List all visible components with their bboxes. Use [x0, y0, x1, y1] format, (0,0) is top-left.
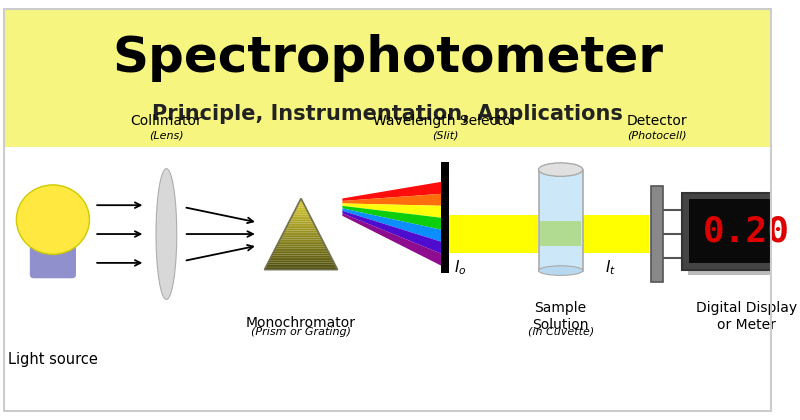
Bar — [688, 199, 800, 276]
Polygon shape — [284, 231, 318, 232]
Polygon shape — [274, 250, 329, 252]
Text: Detector: Detector — [626, 114, 687, 128]
Polygon shape — [582, 215, 649, 253]
Polygon shape — [268, 261, 334, 262]
Text: $I_o$: $I_o$ — [454, 258, 467, 277]
Polygon shape — [300, 199, 302, 200]
Polygon shape — [278, 243, 325, 245]
Bar — [541, 220, 581, 246]
Polygon shape — [274, 248, 327, 250]
Polygon shape — [270, 257, 332, 259]
Polygon shape — [278, 241, 324, 243]
Polygon shape — [272, 254, 330, 255]
Bar — [689, 200, 800, 263]
Polygon shape — [295, 207, 306, 209]
Text: Principle, Instrumentation, Applications: Principle, Instrumentation, Applications — [152, 104, 623, 124]
Bar — [538, 170, 582, 270]
Polygon shape — [290, 218, 312, 220]
Polygon shape — [275, 247, 326, 248]
Bar — [442, 162, 449, 273]
Text: Sample
Solution: Sample Solution — [533, 302, 589, 331]
Text: Light source: Light source — [8, 352, 98, 368]
Text: Digital Display
or Meter: Digital Display or Meter — [696, 302, 797, 331]
Polygon shape — [449, 215, 538, 253]
Polygon shape — [276, 245, 326, 247]
Polygon shape — [273, 252, 330, 254]
Polygon shape — [287, 223, 314, 225]
Polygon shape — [342, 181, 446, 201]
Polygon shape — [286, 227, 317, 229]
Text: Monochromator: Monochromator — [246, 316, 356, 330]
Text: 0.20: 0.20 — [703, 214, 790, 248]
FancyBboxPatch shape — [30, 230, 76, 278]
Polygon shape — [288, 222, 314, 223]
Text: Wavelength Selector: Wavelength Selector — [374, 114, 517, 128]
Text: (Lens): (Lens) — [149, 131, 184, 141]
Polygon shape — [267, 262, 335, 264]
Text: Collimator: Collimator — [130, 114, 202, 128]
Polygon shape — [280, 238, 322, 239]
Polygon shape — [266, 266, 337, 268]
Ellipse shape — [538, 266, 582, 276]
Polygon shape — [342, 208, 446, 243]
Polygon shape — [282, 232, 319, 234]
Polygon shape — [279, 239, 323, 241]
Polygon shape — [265, 268, 338, 270]
Polygon shape — [342, 213, 446, 268]
Polygon shape — [297, 205, 306, 207]
Polygon shape — [342, 206, 446, 231]
Polygon shape — [286, 225, 316, 227]
Polygon shape — [298, 202, 304, 204]
Polygon shape — [299, 200, 303, 202]
Polygon shape — [271, 255, 331, 257]
Polygon shape — [156, 169, 177, 299]
Polygon shape — [289, 220, 313, 222]
Ellipse shape — [538, 163, 582, 176]
Text: (in Cuvette): (in Cuvette) — [527, 326, 594, 336]
Polygon shape — [294, 211, 308, 213]
Text: $I_t$: $I_t$ — [605, 258, 616, 277]
Text: (Slit): (Slit) — [432, 131, 458, 141]
Polygon shape — [266, 264, 336, 266]
Polygon shape — [285, 229, 318, 231]
Polygon shape — [291, 216, 311, 218]
Bar — [651, 186, 662, 282]
Polygon shape — [269, 259, 333, 261]
Polygon shape — [342, 211, 446, 255]
Polygon shape — [292, 215, 310, 216]
Bar — [3, 8, 772, 147]
Polygon shape — [342, 194, 446, 206]
Polygon shape — [298, 204, 305, 205]
Polygon shape — [293, 213, 310, 215]
Polygon shape — [282, 234, 320, 236]
Text: Spectrophotometer: Spectrophotometer — [112, 34, 663, 82]
Ellipse shape — [16, 185, 90, 255]
Bar — [682, 193, 800, 270]
Bar — [3, 147, 772, 412]
Text: (Photocell): (Photocell) — [627, 131, 686, 141]
Polygon shape — [342, 203, 446, 218]
Text: (Prism or Grating): (Prism or Grating) — [251, 327, 351, 337]
Polygon shape — [281, 236, 321, 238]
Polygon shape — [294, 209, 307, 211]
